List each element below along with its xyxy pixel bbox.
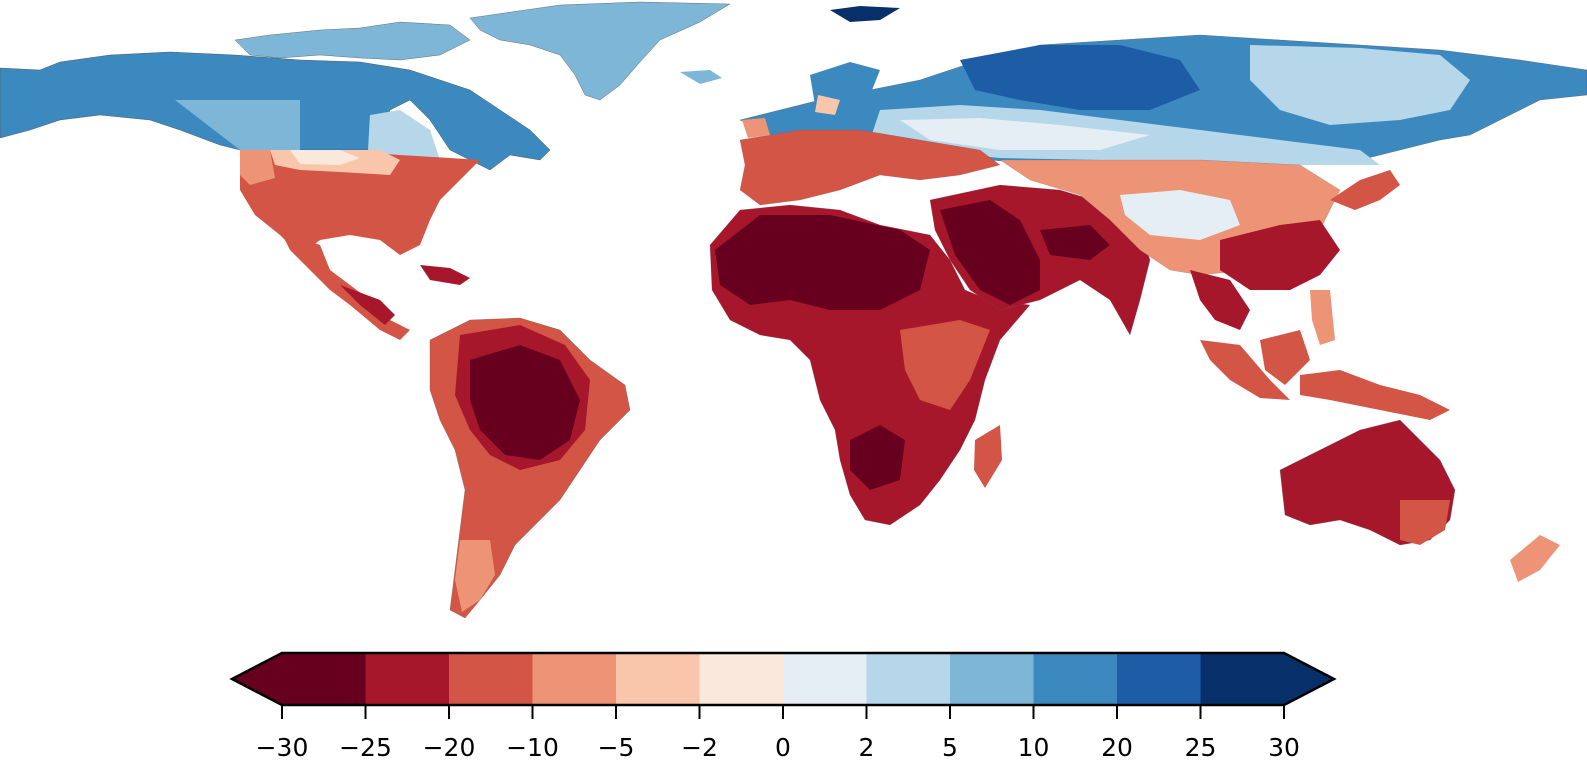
colorbar-under-arrow	[232, 653, 282, 705]
colorbar-bin	[449, 653, 534, 705]
colorbar-tick-label: 30	[1268, 733, 1300, 762]
colorbar-bin	[783, 653, 868, 705]
colorbar-bin	[616, 653, 701, 705]
colorbar-bin	[866, 653, 951, 705]
colorbar-bin	[950, 653, 1035, 705]
maritime-asia-region	[1200, 290, 1450, 420]
colorbar-bin	[282, 653, 367, 705]
asia-south-region	[929, 159, 1400, 336]
greenland-region	[234, 1, 900, 101]
colorbar-bins	[282, 653, 1285, 705]
world-map	[0, 1, 1587, 619]
colorbar-tick-labels: −30 −25 −20 −10 −5 −2 0 2 5 10 20 25 30	[256, 733, 1300, 762]
colorbar-ticks	[281, 705, 1285, 719]
eurasia-north-region	[739, 34, 1587, 206]
australia-region	[1279, 419, 1560, 582]
north-america-region	[0, 51, 551, 340]
south-america-region	[429, 317, 631, 619]
colorbar-bin	[532, 653, 617, 705]
colorbar-tick-label: −2	[681, 733, 718, 762]
colorbar-tick-label: −30	[256, 733, 309, 762]
colorbar-bin	[1117, 653, 1202, 705]
colorbar-tick-label: 10	[1018, 733, 1050, 762]
colorbar-over-arrow	[1284, 653, 1334, 705]
colorbar-tick-label: −10	[506, 733, 559, 762]
colorbar-tick-label: −20	[423, 733, 476, 762]
colorbar-tick-label: 2	[859, 733, 875, 762]
colorbar-tick-label: 20	[1101, 733, 1133, 762]
colorbar-bin	[1200, 653, 1285, 705]
colorbar-bin	[365, 653, 450, 705]
colorbar-tick-label: 0	[775, 733, 791, 762]
colorbar-bin	[1033, 653, 1118, 705]
colorbar-tick-label: 25	[1185, 733, 1217, 762]
colorbar-bin	[699, 653, 784, 705]
colorbar-tick-label: −25	[339, 733, 392, 762]
colorbar-tick-label: 5	[942, 733, 958, 762]
colorbar-tick-label: −5	[598, 733, 635, 762]
africa-region	[709, 204, 1031, 526]
